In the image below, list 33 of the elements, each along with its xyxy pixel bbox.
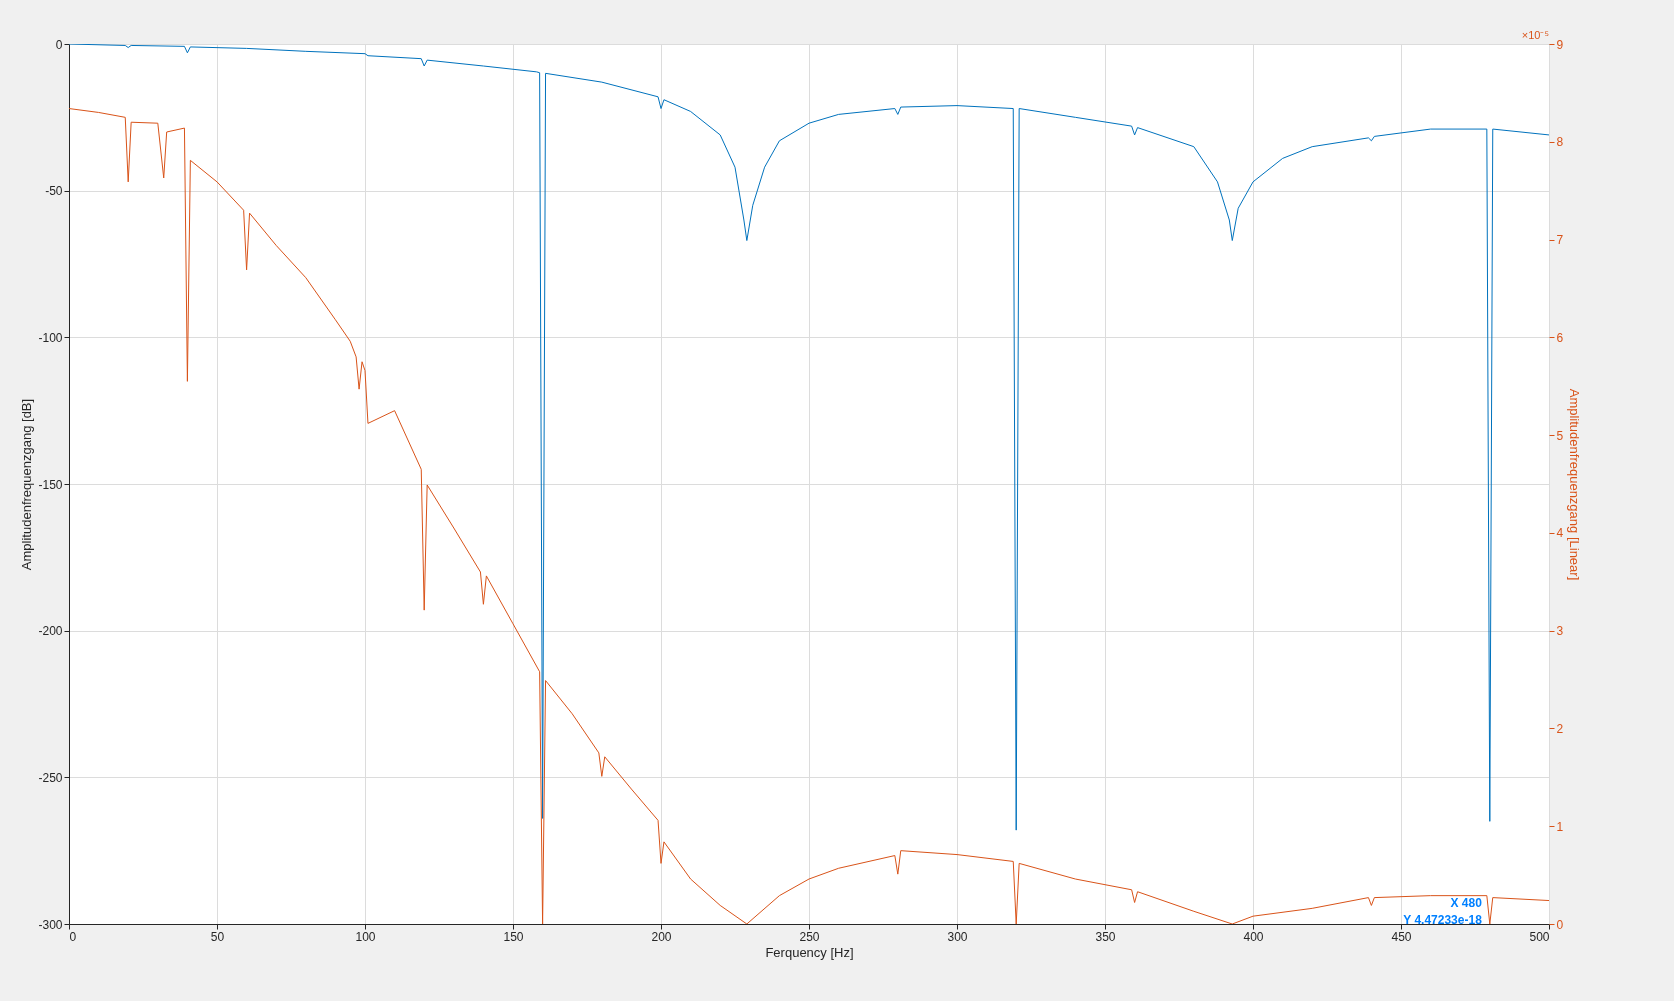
y-tick-label: -50 — [45, 184, 63, 199]
y2-tick-label: 0 — [1556, 917, 1564, 932]
x-tick-label: 150 — [503, 929, 524, 944]
y-tick-label: -250 — [38, 770, 63, 785]
x-tick-label: 500 — [1529, 929, 1550, 944]
x-tick-label: 100 — [355, 929, 376, 944]
y2-tick-label: 3 — [1556, 624, 1564, 639]
x-tick-label: 250 — [799, 929, 820, 944]
y-tick-label: -300 — [38, 917, 63, 932]
x-tick-label: 50 — [210, 929, 225, 944]
y2-tick-label: 7 — [1556, 233, 1564, 248]
x-tick-label: 200 — [651, 929, 672, 944]
y2-tick-label: 1 — [1556, 819, 1564, 834]
x-tick-label: 450 — [1391, 929, 1412, 944]
y2-tick-label: 4 — [1556, 526, 1564, 541]
y-axis-title: Amplitudenfrequenzgang [dB] — [19, 398, 35, 571]
x-axis-title: Ferquency [Hz] — [765, 944, 854, 960]
y2-tick-label: 8 — [1556, 135, 1564, 150]
y2-tick-label: 2 — [1556, 721, 1564, 736]
y2-axis-title: Amplitudenfrequenzgang [Linear] — [1567, 388, 1583, 581]
x-tick-label: 0 — [69, 929, 77, 944]
annotation: X 480 Y 4.47233e-18 — [1403, 896, 1483, 927]
x-tick-label: 400 — [1243, 929, 1264, 944]
y2-tick-label: 6 — [1556, 330, 1564, 345]
y-tick-label: -200 — [38, 624, 63, 639]
x-tick-label: 350 — [1095, 929, 1116, 944]
y2-tick-label: 9 — [1556, 37, 1564, 52]
y-tick-label: -100 — [38, 330, 63, 345]
y-tick-label: -150 — [38, 477, 63, 492]
text: ×10⁻⁵ — [1521, 29, 1549, 41]
y-tick-label: 0 — [55, 37, 63, 52]
y2-tick-label: 5 — [1556, 428, 1564, 443]
x-tick-label: 300 — [947, 929, 968, 944]
